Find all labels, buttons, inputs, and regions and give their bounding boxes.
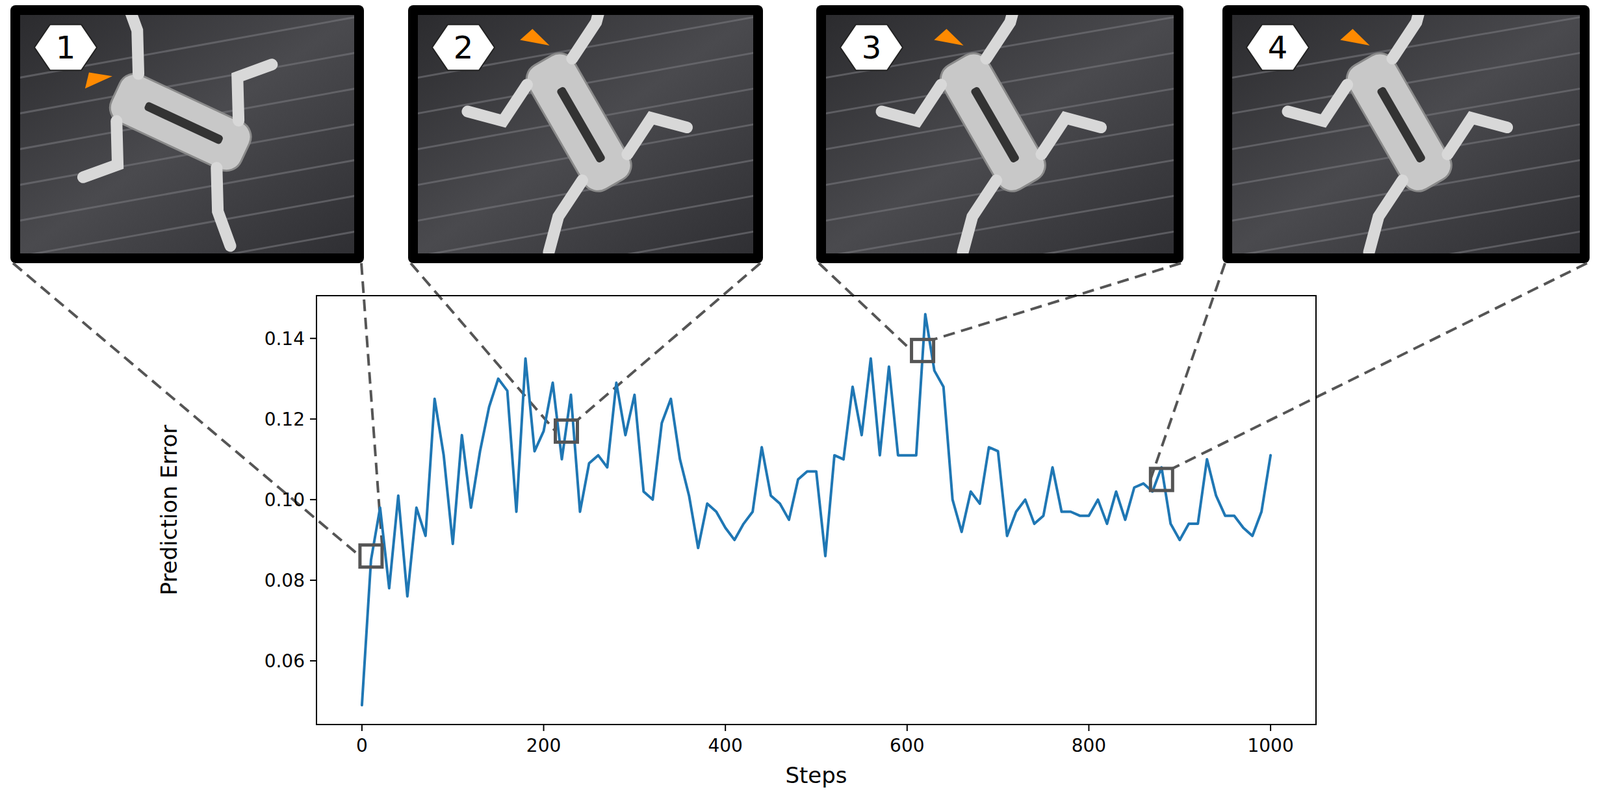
x-tick-label: 600: [889, 735, 925, 757]
connector: [818, 263, 912, 351]
inset-photo: 2: [404, 0, 767, 295]
inset-badge: [34, 24, 97, 71]
line-series: [361, 314, 1271, 706]
y-tick: [309, 418, 317, 420]
y-tick-label: 0.14: [264, 328, 305, 350]
stair-edge: [1232, 229, 1580, 254]
inset-frame: [10, 5, 364, 264]
x-tick-label: 1000: [1247, 735, 1294, 757]
highlight-square: [1150, 468, 1173, 491]
inset-label: 3: [861, 29, 882, 66]
x-tick: [361, 724, 363, 732]
stair-edge: [417, 193, 754, 254]
inset-label: 4: [1267, 29, 1289, 66]
connector: [361, 263, 383, 546]
y-tick-label: 0.12: [264, 408, 305, 431]
y-tick: [309, 337, 317, 340]
inset-label: 2: [453, 29, 474, 66]
connector: [577, 263, 762, 420]
highlight-square: [911, 339, 934, 362]
y-tick-label: 0.10: [264, 489, 305, 511]
y-tick: [309, 499, 317, 501]
y-axis-label: Prediction Error: [155, 425, 182, 596]
chart: 1 2 3 4 0 200 400 600 800 1000 0.06 0.08 0.10 0.12 0.1…: [0, 0, 1600, 796]
inset-badge: [432, 24, 495, 71]
stair-edge: [825, 193, 1174, 254]
y-tick-label: 0.06: [264, 650, 305, 672]
x-axis-label: Steps: [785, 762, 847, 789]
plot-frame: [316, 295, 1317, 725]
stair-edge: [20, 14, 355, 80]
inset-badge: [840, 24, 903, 71]
stair-edge: [20, 193, 355, 254]
x-tick: [906, 724, 908, 732]
x-tick-label: 400: [707, 735, 743, 757]
connector: [12, 263, 361, 557]
annotations: 1 2 3 4: [7, 0, 1593, 557]
stair-edge: [20, 157, 355, 223]
data-group: [361, 314, 1271, 706]
x-tick-label: 800: [1071, 735, 1107, 757]
stair-edge: [825, 229, 1174, 254]
inset-label: 1: [55, 29, 77, 66]
connector: [410, 263, 556, 431]
inset-photo: 4: [1219, 0, 1593, 295]
inset-photo: 3: [812, 0, 1187, 295]
highlight-square: [360, 545, 383, 568]
highlight-square: [555, 419, 578, 442]
stair-edge: [1232, 193, 1580, 254]
x-tick-label: 0: [356, 735, 368, 757]
x-tick-label: 200: [526, 735, 561, 757]
stair-edge: [417, 229, 754, 254]
x-tick: [543, 724, 545, 732]
inset-photo: 1: [7, 0, 368, 295]
x-tick: [1087, 724, 1090, 732]
inset-badge: [1246, 24, 1309, 71]
x-tick: [724, 724, 726, 732]
y-tick: [309, 579, 317, 581]
connector: [1172, 263, 1588, 469]
y-tick-label: 0.08: [264, 569, 305, 592]
x-tick: [1269, 724, 1272, 732]
y-tick: [309, 660, 317, 662]
stair-edge: [20, 229, 355, 254]
connector: [933, 263, 1181, 340]
